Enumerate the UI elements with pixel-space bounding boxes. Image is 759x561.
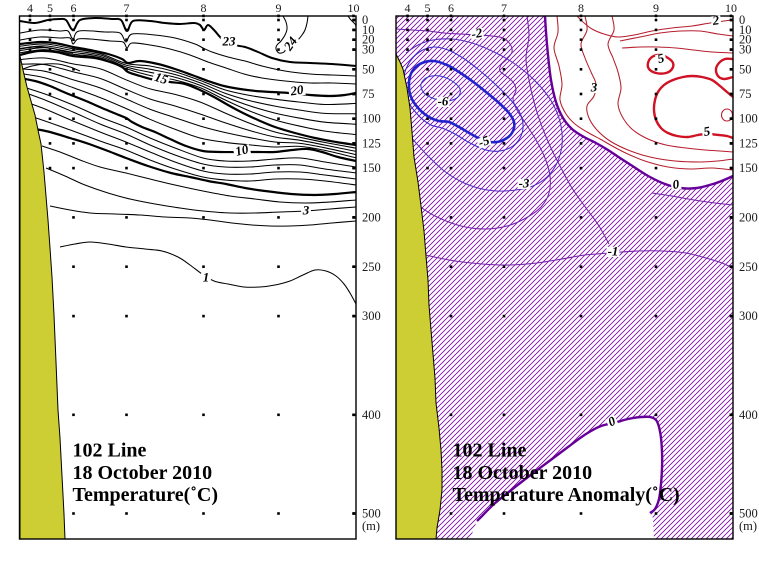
svg-text:30: 30: [739, 43, 752, 57]
svg-text:18 October 2010: 18 October 2010: [73, 462, 213, 484]
svg-text:102 Line: 102 Line: [73, 440, 147, 462]
svg-text:10: 10: [362, 23, 375, 37]
svg-text:0: 0: [739, 13, 745, 27]
svg-text:-1: -1: [608, 244, 619, 259]
svg-text:20: 20: [362, 33, 375, 47]
svg-text:5: 5: [702, 123, 711, 139]
svg-text:102 Line: 102 Line: [453, 440, 527, 462]
svg-text:8: 8: [201, 1, 207, 15]
svg-text:200: 200: [739, 210, 758, 224]
svg-text:200: 200: [362, 210, 381, 224]
svg-text:7: 7: [124, 1, 130, 15]
svg-text:50: 50: [739, 62, 752, 76]
svg-text:6: 6: [448, 1, 454, 15]
svg-text:23: 23: [222, 34, 237, 49]
svg-text:8: 8: [578, 1, 584, 15]
svg-text:10: 10: [234, 141, 251, 159]
svg-text:20: 20: [739, 33, 752, 47]
svg-text:Temperature(˚C): Temperature(˚C): [73, 484, 219, 506]
svg-text:15: 15: [153, 69, 170, 87]
svg-text:(m): (m): [362, 519, 380, 533]
svg-text:6: 6: [71, 1, 77, 15]
svg-text:100: 100: [362, 112, 381, 126]
svg-text:-6: -6: [438, 94, 449, 109]
svg-text:250: 250: [739, 260, 758, 274]
svg-text:9: 9: [276, 1, 282, 15]
svg-text:10: 10: [725, 1, 737, 15]
svg-text:30: 30: [362, 43, 375, 57]
svg-text:100: 100: [739, 112, 758, 126]
svg-text:3: 3: [302, 203, 310, 218]
svg-text:75: 75: [739, 87, 752, 101]
svg-text:50: 50: [362, 62, 375, 76]
svg-text:(m): (m): [739, 519, 757, 533]
svg-text:4: 4: [405, 1, 411, 15]
svg-text:0: 0: [672, 176, 681, 192]
svg-text:0: 0: [362, 13, 368, 27]
svg-text:250: 250: [362, 260, 381, 274]
svg-text:125: 125: [362, 136, 381, 150]
svg-text:500: 500: [362, 507, 381, 521]
svg-text:Temperature Anomaly(˚C): Temperature Anomaly(˚C): [453, 484, 680, 506]
svg-text:150: 150: [362, 161, 381, 175]
svg-text:1: 1: [203, 270, 210, 285]
svg-text:300: 300: [362, 309, 381, 323]
svg-text:-3: -3: [519, 176, 530, 191]
svg-text:400: 400: [362, 408, 381, 422]
svg-text:18 October 2010: 18 October 2010: [453, 462, 593, 484]
svg-text:3: 3: [590, 80, 598, 95]
svg-text:500: 500: [739, 507, 758, 521]
svg-text:400: 400: [739, 408, 758, 422]
svg-text:5: 5: [425, 1, 431, 15]
svg-text:9: 9: [653, 1, 659, 15]
svg-text:150: 150: [739, 161, 758, 175]
svg-text:2: 2: [711, 12, 721, 28]
svg-text:75: 75: [362, 87, 375, 101]
svg-text:-2: -2: [470, 25, 484, 42]
svg-text:4: 4: [27, 1, 33, 15]
svg-text:125: 125: [739, 136, 758, 150]
svg-text:7: 7: [501, 1, 507, 15]
svg-text:10: 10: [739, 23, 752, 37]
svg-text:5: 5: [656, 50, 667, 66]
svg-text:5: 5: [47, 1, 53, 15]
svg-text:10: 10: [348, 1, 360, 15]
svg-text:300: 300: [739, 309, 758, 323]
svg-text:20: 20: [288, 82, 304, 99]
